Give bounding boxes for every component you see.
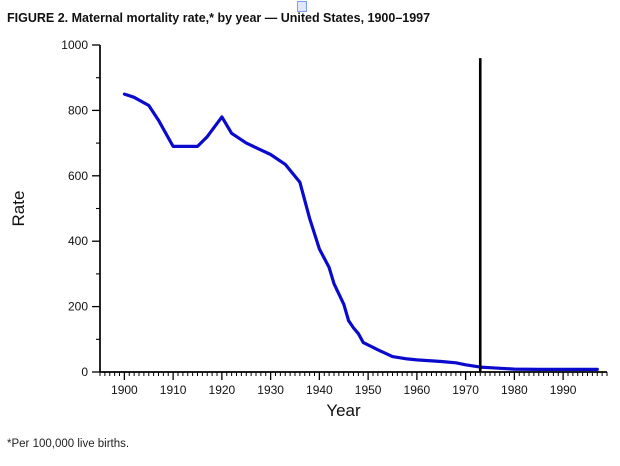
y-axis-label: Rate [9, 191, 28, 227]
x-tick-label: 1980 [501, 383, 528, 397]
x-tick-label: 1940 [306, 383, 333, 397]
y-tick-label: 1000 [61, 38, 88, 52]
x-tick-label: 1920 [209, 383, 236, 397]
y-tick-label: 400 [68, 234, 88, 248]
x-tick-label: 1930 [257, 383, 284, 397]
y-axis-ticks: 0 200 400 600 800 1000 [61, 38, 100, 379]
x-tick-label: 1970 [452, 383, 479, 397]
x-tick-label: 1910 [160, 383, 187, 397]
y-tick-label: 0 [81, 365, 88, 379]
x-tick-label: 1960 [404, 383, 431, 397]
x-tick-label: 1990 [550, 383, 577, 397]
y-tick-label: 200 [68, 300, 88, 314]
x-tick-label: 1900 [111, 383, 138, 397]
figure-title: FIGURE 2. Maternal mortality rate,* by y… [7, 11, 431, 25]
mortality-rate-line [122, 92, 599, 371]
y-tick-label: 600 [68, 169, 88, 183]
figure-footnote: *Per 100,000 live births. [7, 438, 130, 450]
x-axis-ticks: 1900 1910 1920 1930 1940 1950 1960 1970 1980 1990 [111, 372, 577, 397]
image-placeholder-icon [297, 1, 307, 12]
x-tick-label: 1950 [355, 383, 382, 397]
x-axis-label: Year [326, 401, 361, 420]
y-tick-label: 800 [68, 103, 88, 117]
